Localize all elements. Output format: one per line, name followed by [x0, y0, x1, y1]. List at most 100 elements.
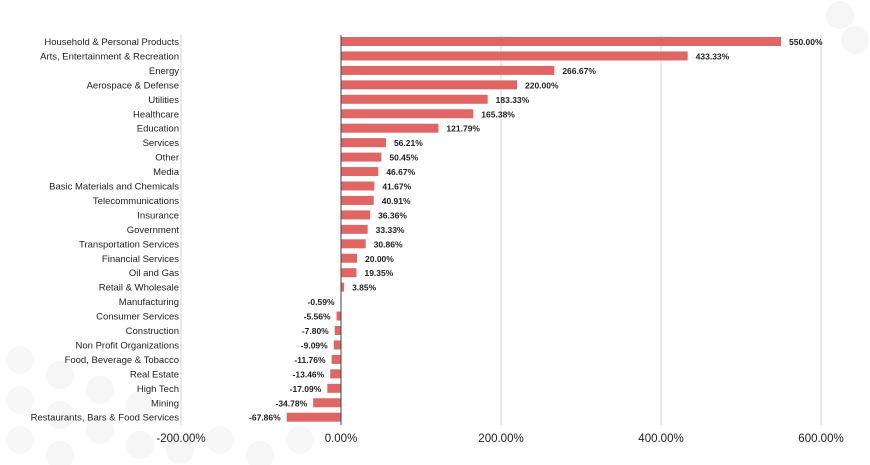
decorative-dot: [841, 26, 869, 54]
category-label: Non Profit Organizations: [76, 340, 180, 351]
decorative-dot: [86, 376, 114, 404]
bar: [327, 383, 341, 393]
category-label: Education: [137, 124, 179, 135]
x-tick-label: -200.00%: [156, 433, 205, 445]
value-label: 121.79%: [446, 124, 480, 134]
bar: [333, 340, 341, 350]
value-label: -17.09%: [290, 384, 322, 394]
value-label: 165.38%: [481, 109, 515, 119]
decorative-dot: [6, 386, 34, 414]
value-label: 20.00%: [365, 254, 394, 264]
bar: [341, 268, 357, 278]
bar: [341, 138, 386, 148]
category-label: Services: [143, 138, 180, 149]
value-label: 50.45%: [389, 153, 418, 163]
value-label: -7.80%: [302, 326, 329, 336]
bar: [341, 123, 439, 133]
value-label: 40.91%: [382, 196, 411, 206]
category-label: Household & Personal Products: [44, 37, 179, 48]
value-label: 19.35%: [364, 268, 393, 278]
value-label: -11.76%: [294, 355, 326, 365]
value-label: 36.36%: [378, 210, 407, 220]
value-label: 266.67%: [562, 66, 596, 76]
value-label: 550.00%: [789, 37, 823, 47]
category-labels: Household & Personal Products Arts, Enter…: [31, 37, 180, 424]
category-label: Retail & Wholesale: [99, 283, 179, 294]
bar: [341, 181, 375, 191]
bar: [341, 282, 345, 292]
value-label: -9.09%: [301, 340, 328, 350]
value-label: -0.59%: [308, 297, 335, 307]
category-label: Government: [127, 225, 180, 236]
value-label: 46.67%: [386, 167, 415, 177]
bar: [341, 80, 517, 90]
decorative-dot: [826, 1, 854, 29]
decorative-dot: [286, 426, 314, 454]
value-label: 33.33%: [376, 225, 405, 235]
decorative-dot: [246, 441, 274, 465]
category-label: Construction: [126, 326, 179, 337]
value-label: 183.33%: [496, 95, 530, 105]
category-label: Oil and Gas: [129, 268, 179, 279]
bar: [313, 398, 341, 408]
category-label: Other: [155, 153, 179, 164]
value-label: 30.86%: [374, 239, 403, 249]
value-label: 220.00%: [525, 80, 559, 90]
bar: [341, 210, 371, 220]
x-tick-label: 200.00%: [478, 433, 523, 445]
x-tick-label: 400.00%: [638, 433, 683, 445]
background-decoration: [6, 1, 869, 465]
bar: [336, 311, 341, 321]
bar: [341, 253, 357, 263]
bar: [341, 37, 781, 46]
value-label: 41.67%: [382, 182, 411, 192]
category-label: Aerospace & Defense: [87, 80, 179, 91]
bar: [331, 354, 341, 364]
category-label: Mining: [151, 398, 179, 409]
decorative-dot: [46, 361, 74, 389]
value-label: -34.78%: [276, 398, 308, 408]
category-label: Real Estate: [130, 369, 179, 380]
category-label: Utilities: [148, 95, 179, 106]
bar: [341, 109, 474, 119]
value-label: 433.33%: [696, 51, 730, 61]
category-label: Insurance: [137, 210, 179, 221]
bars: [286, 37, 781, 422]
bar: [341, 94, 488, 104]
category-label: Manufacturing: [119, 297, 179, 308]
decorative-dot: [46, 401, 74, 429]
bar: [341, 51, 688, 61]
bar: [334, 326, 341, 335]
x-axis-tick-labels: -200.00% 0.00% 200.00% 400.00% 600.00%: [156, 433, 843, 445]
value-label: 3.85%: [352, 283, 377, 293]
category-label: Healthcare: [133, 109, 179, 120]
bar: [341, 224, 368, 234]
category-label: Telecommunications: [93, 196, 179, 207]
value-label: -13.46%: [293, 369, 325, 379]
decorative-dot: [126, 391, 154, 419]
bar: [341, 167, 379, 177]
category-label: Consumer Services: [96, 312, 179, 323]
value-label: -5.56%: [304, 312, 331, 322]
value-labels: 550.00% 433.33% 266.67%220.00% 183.33% 165.3…: [249, 37, 823, 423]
category-label: Food, Beverage & Tobacco: [65, 355, 179, 366]
bar: [330, 369, 341, 379]
decorative-dot: [6, 426, 34, 454]
decorative-dot: [126, 431, 154, 459]
gridlines: [180, 35, 822, 425]
bar: [341, 65, 555, 75]
x-tick-label: 0.00%: [325, 433, 358, 445]
category-label: Arts, Entertainment & Recreation: [40, 51, 179, 62]
bar: [286, 412, 341, 422]
category-label: Financial Services: [102, 254, 179, 265]
value-label: 56.21%: [394, 138, 423, 148]
decorative-dot: [46, 441, 74, 465]
category-label: Transportation Services: [79, 239, 179, 250]
category-label: High Tech: [137, 384, 179, 395]
decorative-dot: [166, 436, 194, 464]
category-label: Energy: [149, 66, 179, 77]
decorative-dot: [206, 426, 234, 454]
bar: [341, 239, 366, 249]
